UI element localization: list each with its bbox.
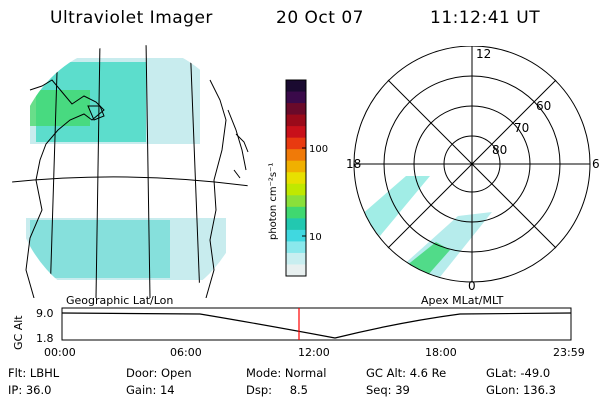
gain-label: Gain: — [126, 383, 157, 397]
mode-field: Mode: Normal — [246, 366, 326, 380]
altitude-xtick-0: 00:00 — [44, 346, 76, 359]
altitude-plot: GC Alt 9.0 1.8 00:00 06:00 12:00 18:00 2… — [12, 307, 585, 359]
filter-value: LBHL — [29, 366, 60, 380]
mlt-label-6: 6 — [592, 157, 600, 171]
sequence-field: Seq: 39 — [366, 383, 410, 397]
sequence-label: Seq: — [366, 383, 392, 397]
colorbar-swatch — [286, 137, 306, 150]
colorbar-swatch — [286, 91, 306, 104]
colorbar-swatch — [286, 195, 306, 208]
mode-value: Normal — [284, 366, 327, 380]
ip-label: IP: — [8, 383, 23, 397]
mlt-label-0: 0 — [468, 279, 476, 293]
colorbar-gradient — [286, 80, 306, 277]
dsp-value: 8.5 — [289, 383, 308, 397]
colorbar-swatch — [286, 126, 306, 139]
colorbar-swatch — [286, 114, 306, 127]
altitude-xtick-1: 06:00 — [170, 346, 202, 359]
door-label: Door: — [126, 366, 158, 380]
mlt-label-12: 12 — [476, 47, 491, 61]
colorbar-swatch — [286, 149, 306, 162]
altitude-xtick-4: 23:59 — [553, 346, 585, 359]
colorbar-swatch — [286, 103, 306, 116]
colorbar-swatch — [286, 160, 306, 173]
glat-field: GLat: -49.0 — [486, 366, 550, 380]
filter-label: Flt: — [8, 366, 27, 380]
glon-label: GLon: — [486, 383, 520, 397]
observation-date: 20 Oct 07 — [276, 8, 364, 28]
colorbar-swatch — [286, 241, 306, 254]
altitude-curve — [61, 312, 572, 339]
geo-panel-label: Geographic Lat/Lon — [66, 294, 174, 307]
filter-field: Flt: LBHL — [8, 366, 59, 380]
colorbar-swatch — [286, 252, 306, 265]
colorbar-swatch — [286, 218, 306, 231]
instrument-title: Ultraviolet Imager — [50, 8, 213, 28]
altitude-ylabel: GC Alt — [12, 315, 25, 350]
graticule — [12, 44, 248, 298]
gain-value: 14 — [159, 383, 175, 397]
colorbar-swatch — [286, 206, 306, 219]
colorbar-swatch — [286, 172, 306, 185]
glon-value: 136.3 — [522, 383, 556, 397]
colorbar-swatch — [286, 229, 306, 242]
dsp-label: Dsp: — [246, 383, 273, 397]
gc-altitude-field: GC Alt: 4.6 Re — [366, 366, 446, 380]
coastlines — [25, 79, 249, 298]
altitude-ytick-bottom: 1.8 — [36, 332, 54, 345]
glat-value: -49.0 — [520, 366, 551, 380]
gc-altitude-label: GC Alt: — [366, 366, 407, 380]
mlt-label-18: 18 — [346, 157, 361, 171]
altitude-xtick-2: 12:00 — [298, 346, 330, 359]
colorbar-frame — [285, 79, 307, 277]
altitude-plot-frame — [61, 307, 572, 341]
glat-label: GLat: — [486, 366, 517, 380]
observation-time: 11:12:41 UT — [430, 8, 541, 28]
colorbar-swatch — [286, 80, 306, 93]
mlat-label-60: 60 — [536, 99, 551, 113]
sequence-value: 39 — [395, 383, 410, 397]
mode-label: Mode: — [246, 366, 282, 380]
gc-altitude-value: 4.6 Re — [409, 366, 447, 380]
geographic-map — [12, 44, 249, 298]
mlat-label-80: 80 — [492, 143, 507, 157]
door-field: Door: Open — [126, 366, 192, 380]
colorbar-ticklabel-10: 10 — [309, 232, 322, 243]
door-value: Open — [160, 366, 192, 380]
colorbar-swatch — [286, 183, 306, 196]
polar-plot: 12 18 6 0 60 70 80 — [346, 46, 600, 293]
colorbar-ticklabel-100: 100 — [309, 144, 328, 155]
altitude-xtick-3: 18:00 — [425, 346, 457, 359]
altitude-ytick-top: 9.0 — [36, 307, 54, 320]
mlat-label-70: 70 — [514, 121, 529, 135]
uv-swath-south-bright — [30, 220, 170, 278]
colorbar-swatch — [286, 264, 306, 277]
dsp-field: Dsp: 8.5 — [246, 383, 308, 397]
gain-field: Gain: 14 — [126, 383, 175, 397]
ip-field: IP: 36.0 — [8, 383, 51, 397]
colorbar-unit: photon cm⁻²s⁻¹ — [268, 163, 279, 240]
glon-field: GLon: 136.3 — [486, 383, 556, 397]
colorbar: 100 10 photon cm⁻²s⁻¹ — [268, 79, 328, 277]
uv-swath-north-green — [30, 90, 90, 126]
ip-value: 36.0 — [25, 383, 52, 397]
polar-grid — [353, 46, 591, 283]
polar-panel-label: Apex MLat/MLT — [421, 294, 504, 307]
